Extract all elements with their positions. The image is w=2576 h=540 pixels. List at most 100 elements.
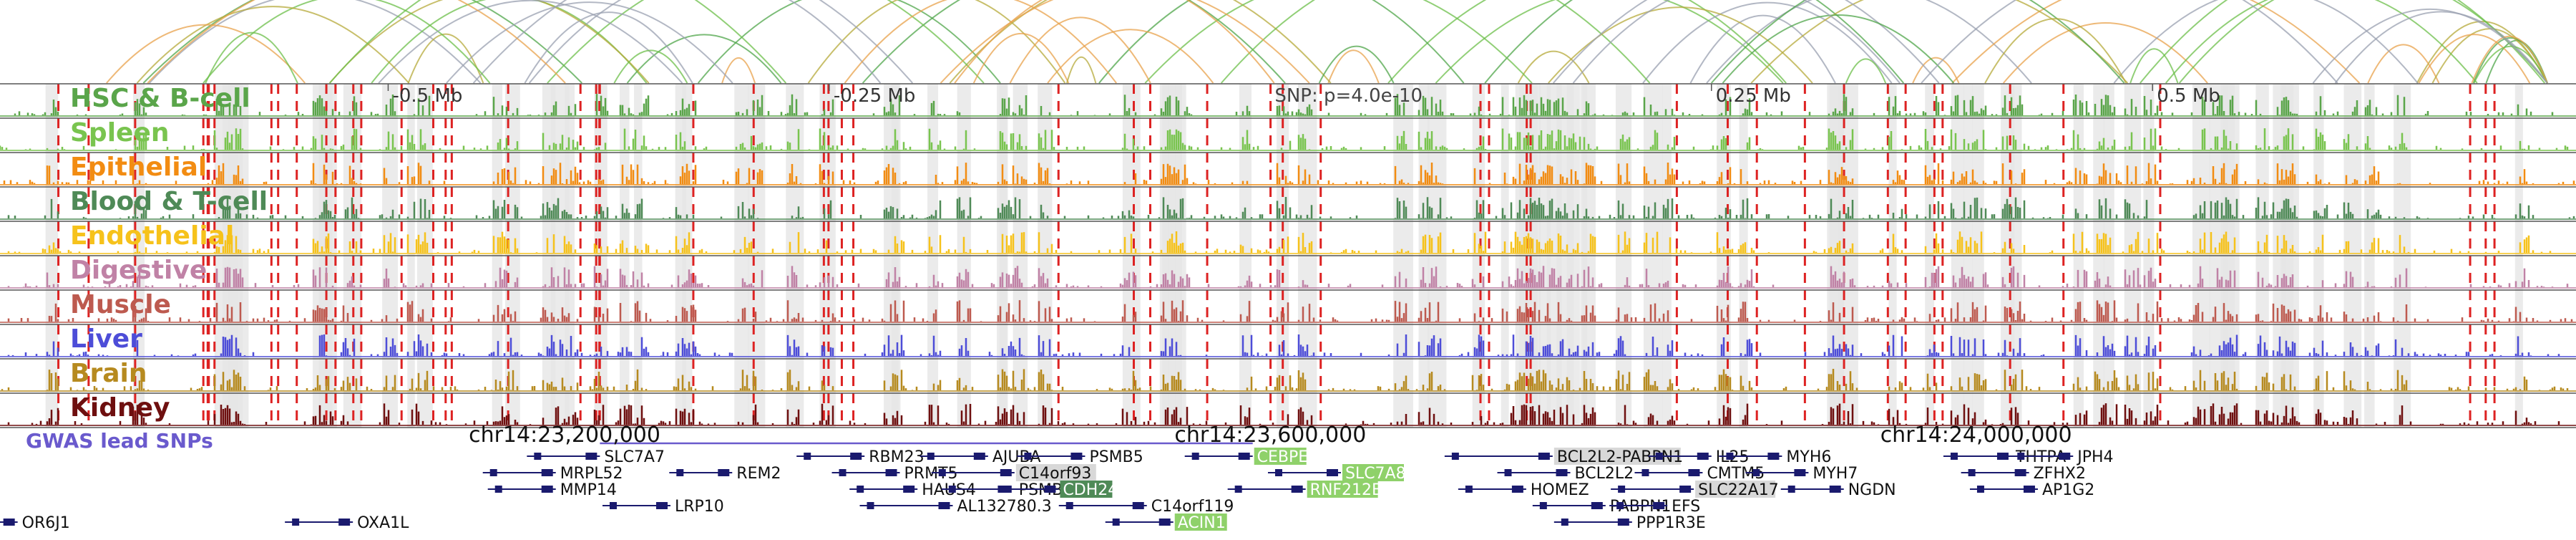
gene-exon [938, 502, 950, 509]
gene-exon [1618, 486, 1626, 493]
ruler-label: -0.5 Mb [392, 85, 462, 107]
coordinate-tick-label: chr14:24,000,000 [1880, 423, 2072, 448]
gene-label: BCL2L2 [1575, 465, 1634, 483]
snp-label: SNP: p=4.0e-10 [1274, 85, 1423, 107]
interaction-arc [1517, 50, 1590, 84]
interaction-arc [1318, 45, 1395, 84]
gene-exon [494, 486, 502, 493]
gene-exon [1556, 469, 1568, 476]
signal-track-layer [0, 83, 2576, 428]
gene-label: ZFHX2 [2034, 465, 2086, 483]
gene-highlight [1060, 481, 1113, 498]
gene-exon [3, 519, 15, 526]
interaction-arc [807, 0, 1066, 84]
ruler-label: 0.5 Mb [2157, 85, 2220, 107]
gene-exon [585, 453, 597, 460]
interaction-arc [1845, 58, 1887, 84]
gene-highlight [1307, 481, 1378, 498]
interaction-arc [142, 0, 582, 84]
interaction-arc [1144, 0, 1533, 84]
interaction-arc [1912, 57, 1960, 84]
gene-exon [1000, 469, 1012, 476]
gene-exon [1653, 502, 1665, 509]
interaction-arc [1689, 14, 1836, 84]
interaction-arc [106, 24, 306, 84]
gene-label: LRP10 [675, 498, 724, 516]
gene-label: RNF212B [1310, 481, 1382, 499]
gene-exon [541, 469, 553, 476]
interaction-arc [203, 0, 491, 84]
track-label: Epithelial [70, 153, 207, 182]
interaction-arc [328, 0, 650, 84]
gene-exon [1787, 486, 1795, 493]
interaction-arc [1548, 6, 1813, 84]
interaction-arc [407, 33, 484, 84]
gene-label: MYH7 [1813, 465, 1858, 483]
gene-exon [1070, 453, 1083, 460]
gene-exon [1191, 453, 1199, 460]
coordinate-tick-label: chr14:23,200,000 [469, 423, 660, 448]
interaction-arc [2312, 8, 2548, 84]
track-label: Digestive [70, 256, 207, 285]
gene-label: OXA1L [357, 514, 409, 532]
gene-exon [997, 486, 1005, 493]
gene-exon [534, 453, 542, 460]
interaction-arc [1572, 0, 1901, 84]
gene-label: C14orf119 [1151, 498, 1234, 516]
gene-label: RBM23 [869, 448, 924, 466]
interaction-arc [862, 0, 1286, 84]
gene-exon [1794, 469, 1806, 476]
gene-exon [541, 486, 553, 493]
relative-ruler: -0.5 Mb -0.25 Mb 0.25 Mb 0.5 Mb SNP: p=4.0e-… [387, 84, 2220, 107]
gene-exon [1451, 453, 1459, 460]
gene-exon [1726, 453, 1734, 460]
gene-exon [1655, 453, 1663, 460]
gene-exon [1752, 469, 1760, 476]
gene-highlight [1015, 464, 1096, 481]
interaction-arc [2002, 22, 2208, 84]
gene-exon [1968, 469, 1976, 476]
interaction-arc [2367, 44, 2440, 84]
gene-exon [609, 502, 617, 509]
interaction-arc [2473, 45, 2548, 84]
track-label: Liver [70, 324, 142, 354]
interaction-arc [2418, 34, 2531, 84]
interaction-arc [528, 0, 882, 84]
gene-exon [948, 486, 956, 493]
gene-exon [655, 502, 668, 509]
track-signal [14, 94, 2554, 115]
track-signal [7, 334, 2560, 356]
gene-exon [1688, 469, 1700, 476]
gene-label: MYH6 [1786, 448, 1831, 466]
interaction-arc [205, 32, 298, 84]
gene-exon [804, 453, 811, 460]
gene-label: SLC7A7 [604, 448, 665, 466]
track-label: Spleen [70, 118, 170, 148]
interaction-arc [626, 34, 782, 84]
gene-label: MRPL52 [560, 465, 623, 483]
gene-exon [857, 486, 864, 493]
gene-exon [1561, 519, 1568, 526]
gene-exon [1511, 486, 1523, 493]
gene-label: SLC7A8 [1345, 465, 1406, 483]
gene-exon [1767, 453, 1780, 460]
interaction-arc [940, 0, 1310, 84]
gene-exon [1538, 453, 1550, 460]
gene-label: OR6J1 [22, 514, 70, 532]
gene-exon [1996, 453, 2009, 460]
gene-label: BCL2L2-PABPN1 [1557, 448, 1683, 466]
interaction-arc [1722, 14, 1955, 84]
interaction-arc [1552, 0, 1940, 84]
interaction-arc [721, 57, 756, 84]
track-label: Brain [70, 359, 147, 388]
gene-exon [1829, 486, 1841, 493]
gene-exon [489, 469, 497, 476]
interaction-arc [1710, 0, 2125, 84]
gene-exon [1617, 519, 1629, 526]
gene-label: CEBPE [1257, 448, 1309, 466]
gene-exon [1234, 486, 1242, 493]
track-signal [0, 128, 2569, 150]
gene-exon [1158, 519, 1171, 526]
gene-exon [1679, 486, 1692, 493]
